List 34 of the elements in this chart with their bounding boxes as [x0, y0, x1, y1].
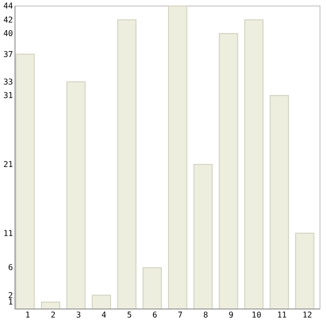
bar	[295, 232, 314, 310]
y-tick-label: 6	[8, 263, 14, 272]
y-tick-label: 31	[3, 91, 14, 100]
y-tick-label: 11	[3, 228, 14, 238]
y-tick-label: 1	[8, 298, 14, 307]
x-tick-label: 11	[277, 310, 287, 320]
bar	[92, 294, 112, 310]
bar	[218, 33, 238, 310]
bar	[16, 54, 35, 310]
y-tick-label: 37	[3, 50, 14, 59]
y-tick-label: 40	[3, 29, 14, 38]
y-tick-label: 42	[3, 15, 14, 24]
x-tick-label: 7	[178, 310, 183, 320]
x-tick-label: 5	[126, 310, 132, 320]
y-tick-label: 21	[3, 160, 14, 169]
x-tick-label: 6	[152, 310, 158, 320]
y-tick-label: 33	[3, 77, 14, 86]
x-tick-label: 1	[25, 310, 30, 320]
x-tick-label: 4	[102, 310, 107, 320]
bar	[66, 81, 86, 310]
x-tick-label: 2	[50, 310, 56, 320]
bar	[142, 267, 162, 310]
x-tick-label: 12	[302, 310, 312, 320]
y-tick-label: 44	[3, 2, 14, 11]
y-tick-label: 2	[8, 290, 14, 300]
bar	[193, 164, 213, 310]
bar	[117, 19, 136, 310]
x-tick-label: 8	[203, 310, 208, 320]
x-tick-label: 9	[228, 310, 234, 320]
x-tick-label: 10	[252, 310, 262, 320]
bar	[40, 302, 60, 310]
x-tick-label: 3	[76, 310, 82, 320]
bar	[244, 19, 264, 310]
bar	[270, 95, 289, 310]
